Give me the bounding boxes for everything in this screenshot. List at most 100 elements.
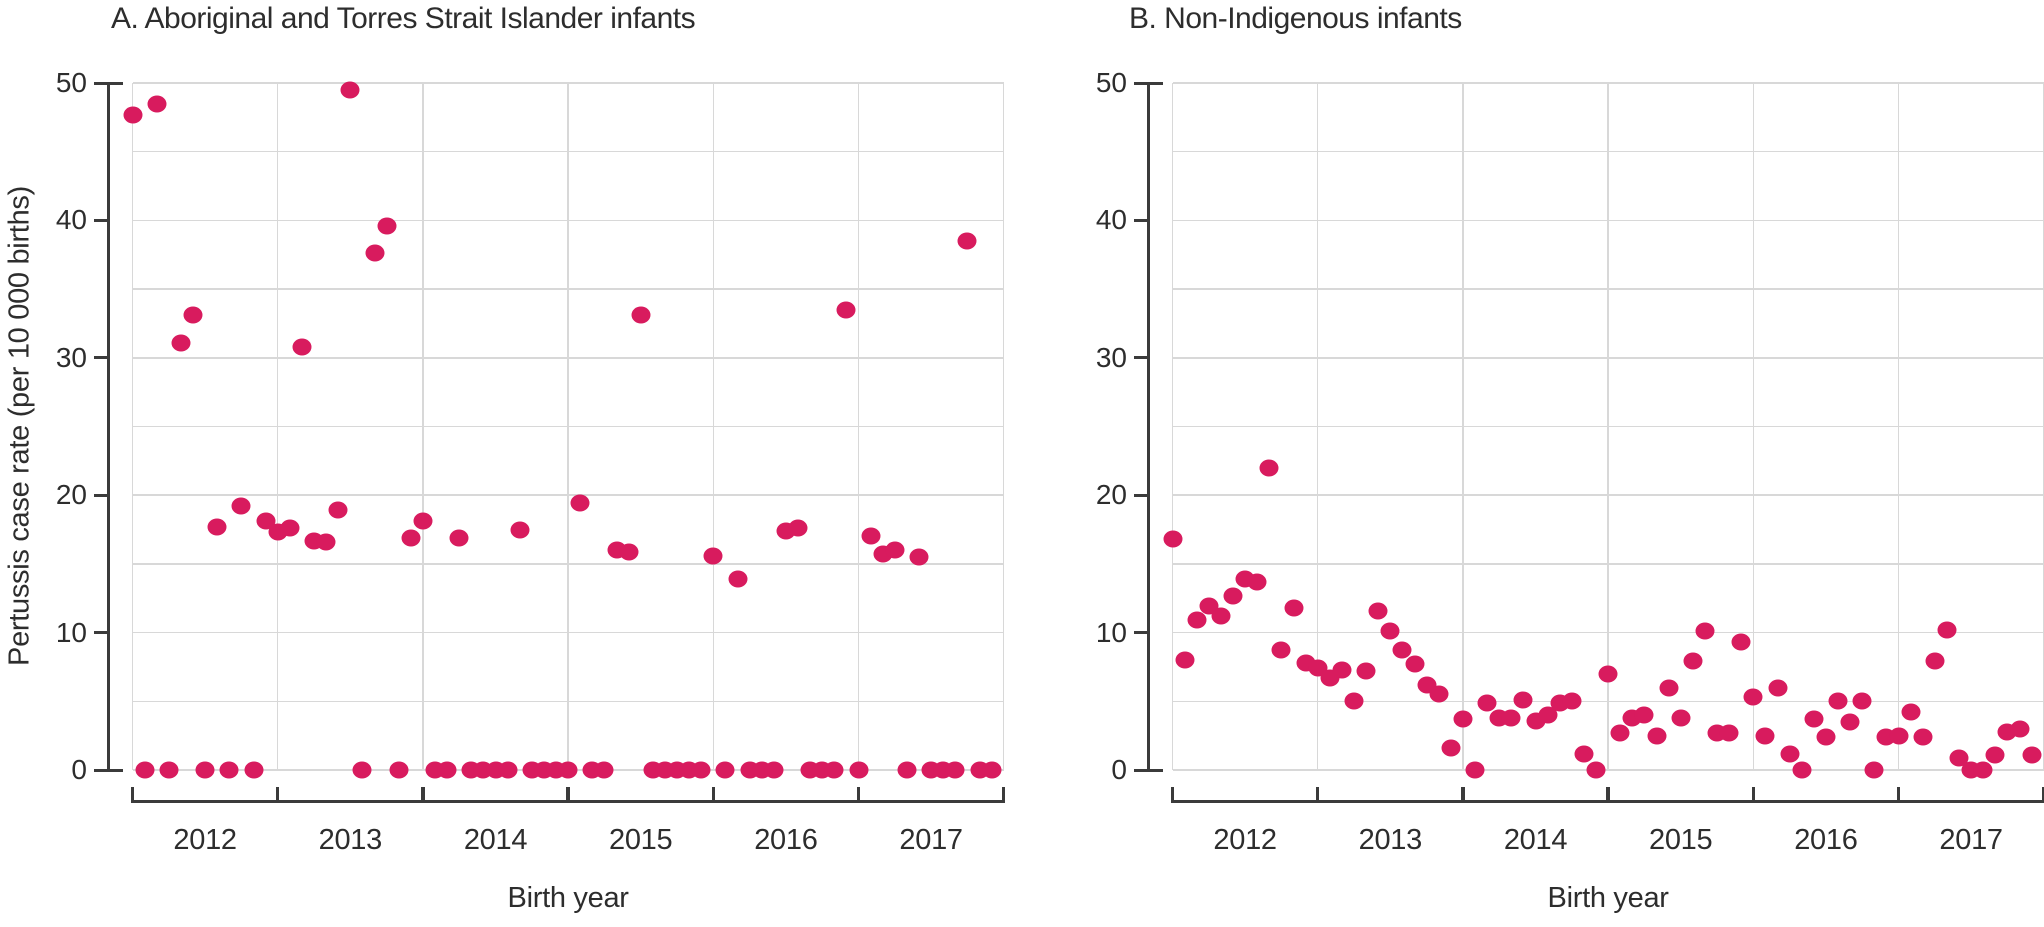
x-tick-label: 2013	[318, 824, 383, 856]
y-axis-top-cap	[1147, 81, 1163, 85]
y-tick	[93, 81, 107, 85]
data-point	[1610, 724, 1630, 742]
data-point	[570, 494, 590, 512]
x-tick	[1606, 786, 1610, 803]
v-gridline	[857, 83, 860, 770]
y-axis-bottom-cap	[107, 768, 123, 772]
data-point	[135, 761, 155, 779]
x-tick	[1896, 786, 1901, 803]
data-point	[147, 95, 167, 113]
data-point	[1852, 692, 1872, 710]
y-tick-label: 0	[71, 754, 87, 785]
data-point	[1429, 685, 1449, 703]
data-point	[1562, 692, 1582, 710]
h-gridline	[1172, 769, 2044, 771]
x-tick-label: 2016	[1794, 824, 1858, 856]
data-point	[631, 306, 651, 324]
x-tick-label: 2014	[463, 824, 528, 856]
data-point	[1973, 761, 1993, 779]
data-point	[1634, 706, 1654, 724]
v-gridline	[1171, 83, 1174, 770]
y-tick	[93, 768, 107, 772]
x-tick-label: 2012	[1213, 824, 1277, 856]
x-tick	[1751, 786, 1756, 803]
data-point	[171, 334, 191, 352]
x-tick	[275, 786, 280, 803]
data-point	[703, 547, 723, 565]
data-point	[1937, 621, 1957, 639]
data-point	[1695, 622, 1715, 640]
v-gridline	[1897, 83, 1900, 770]
data-point	[328, 501, 348, 519]
v-gridline	[1462, 83, 1464, 770]
data-point	[728, 570, 747, 588]
v-gridline	[712, 83, 715, 770]
y-tick-label: 10	[55, 616, 87, 648]
panel-b-title: B. Non-Indigenous infants	[1129, 2, 1462, 35]
data-point	[1501, 709, 1521, 727]
data-point	[231, 497, 251, 515]
data-point	[1344, 692, 1364, 710]
data-point	[1392, 641, 1412, 659]
data-point	[1441, 739, 1461, 757]
data-point	[1163, 530, 1182, 548]
y-axis-bottom-cap	[1147, 768, 1163, 772]
data-point	[1731, 633, 1751, 651]
data-point	[510, 521, 530, 539]
data-point	[1913, 728, 1933, 746]
data-point	[1586, 761, 1606, 779]
data-point	[1598, 665, 1618, 683]
data-point	[885, 541, 905, 559]
data-point	[1755, 727, 1775, 745]
data-point	[1889, 727, 1908, 745]
data-point	[1538, 706, 1558, 724]
y-tick-label: 40	[1095, 204, 1127, 236]
v-gridline	[1316, 83, 1319, 770]
data-point	[1405, 655, 1424, 673]
data-point	[292, 338, 312, 356]
data-point	[1574, 745, 1594, 762]
v-gridline	[2042, 83, 2044, 770]
data-point	[594, 761, 614, 779]
x-tick-label: 2017	[1939, 824, 2003, 856]
data-point	[219, 761, 239, 779]
data-point	[352, 761, 372, 779]
data-point	[1368, 602, 1388, 620]
y-tick-label: 50	[1095, 67, 1127, 98]
data-point	[2010, 720, 2029, 738]
panel-a-title: A. Aboriginal and Torres Strait Islander…	[111, 2, 696, 35]
data-point	[195, 761, 215, 779]
data-point	[1465, 761, 1485, 779]
x-tick	[1170, 786, 1175, 803]
data-point	[945, 761, 965, 779]
x-tick-label: 2017	[899, 824, 963, 856]
x-tick	[2041, 786, 2044, 803]
data-point	[1719, 724, 1739, 742]
data-point	[909, 548, 929, 566]
data-point	[377, 217, 397, 235]
data-point	[849, 761, 868, 779]
y-tick-label: 20	[55, 479, 87, 511]
y-tick	[1133, 356, 1147, 360]
data-point	[982, 761, 1002, 779]
v-gridline	[1002, 83, 1005, 770]
data-point	[836, 301, 856, 319]
data-point	[1949, 749, 1969, 767]
data-point	[159, 761, 179, 779]
y-tick	[93, 218, 107, 222]
y-tick	[1133, 81, 1147, 85]
data-point	[861, 527, 881, 545]
data-point	[413, 512, 433, 530]
x-tick-label: 2016	[754, 824, 818, 856]
data-point	[1284, 599, 1303, 617]
v-gridline	[567, 83, 569, 770]
v-gridline	[131, 83, 134, 770]
x-tick-label: 2015	[1649, 824, 1713, 856]
y-axis-top-cap	[107, 81, 123, 85]
data-point	[1683, 652, 1703, 670]
data-point	[1804, 710, 1824, 728]
data-point	[498, 761, 518, 779]
data-point	[1259, 459, 1279, 477]
